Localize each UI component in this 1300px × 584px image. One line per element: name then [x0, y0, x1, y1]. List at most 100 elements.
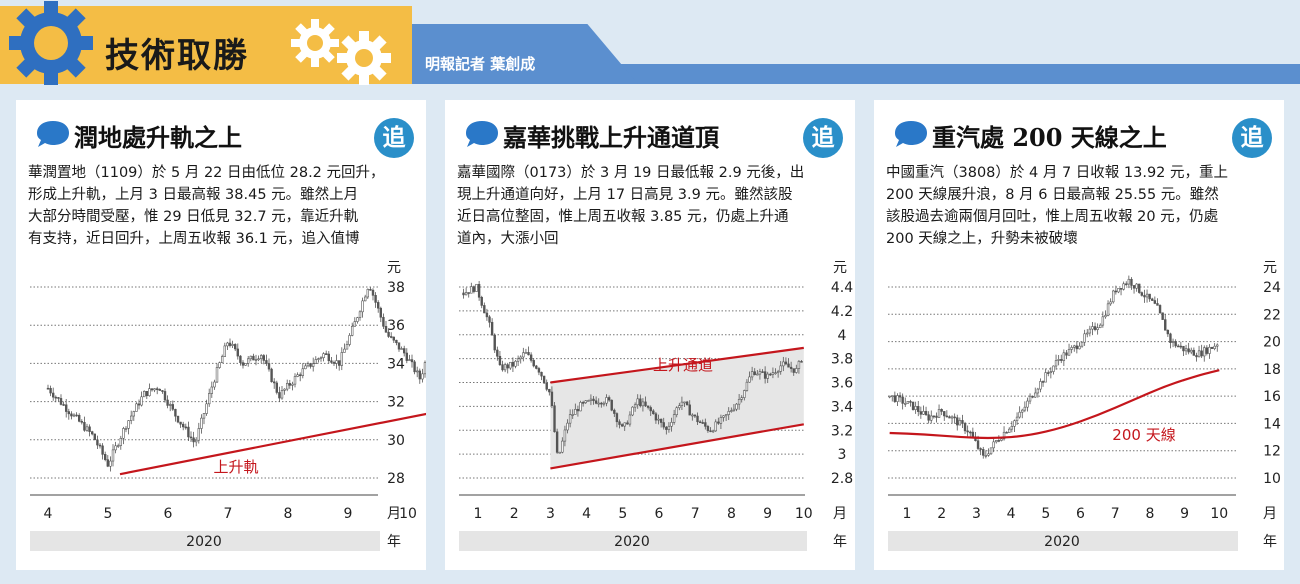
candle-body	[922, 411, 925, 415]
candle-body	[563, 429, 567, 442]
candle-body	[623, 422, 626, 427]
candle-body	[337, 360, 341, 366]
candle-body	[1169, 333, 1172, 343]
y-tick-label: 12	[1263, 444, 1281, 460]
article-body: 嘉華國際（0173）於 3 月 19 日最低報 2.9 元後，出 現上升通道向好…	[457, 162, 849, 250]
candle-body	[1031, 395, 1034, 398]
x-tick-label: 10	[1210, 506, 1228, 522]
candle-body	[464, 292, 468, 296]
candle-body	[696, 415, 699, 423]
candle-body	[265, 360, 268, 364]
candle-body	[421, 373, 424, 380]
candle-body	[979, 448, 982, 450]
candle-body	[797, 361, 801, 369]
x-tick-label: 4	[582, 506, 591, 522]
trend-line-label: 上升軌	[213, 458, 258, 476]
candle-body	[613, 409, 616, 414]
candle-body	[950, 416, 954, 419]
candle-body	[350, 326, 354, 336]
candle-body	[581, 402, 585, 404]
candle-body	[1145, 293, 1149, 298]
candle-body	[150, 388, 154, 391]
candle-body	[382, 316, 385, 327]
candle-body	[784, 361, 788, 365]
candle-body	[1205, 347, 1209, 354]
candle-body	[997, 440, 1001, 442]
candle-body	[932, 415, 936, 418]
candle-body	[189, 436, 193, 439]
y-tick-label: 34	[387, 356, 405, 372]
candle-body	[205, 403, 208, 414]
candle-body	[789, 366, 793, 369]
candle-body	[1182, 345, 1185, 352]
candle-body	[46, 387, 50, 390]
candle-body	[589, 398, 593, 401]
candle-body	[774, 372, 777, 374]
y-tick-label: 38	[387, 280, 405, 296]
candle-body	[223, 345, 226, 357]
candle-body	[995, 440, 998, 443]
candle-body	[693, 414, 697, 417]
candle-body	[75, 414, 78, 417]
candle-body	[1088, 328, 1092, 334]
x-tick-label: 2	[510, 506, 519, 522]
candle-body	[477, 283, 481, 298]
x-tick-label: 8	[1145, 506, 1154, 522]
article-panel: 嘉華挑戰上升通道頂 追 嘉華國際（0173）於 3 月 19 日最低報 2.9 …	[445, 100, 855, 570]
candle-body	[987, 453, 990, 456]
candle-body	[511, 361, 515, 367]
candle-body	[226, 342, 229, 347]
y-tick-label: 18	[1263, 362, 1281, 378]
candle-body	[254, 359, 258, 361]
candle-body	[891, 395, 894, 397]
trend-line	[550, 346, 804, 384]
header: 技術取勝 明報記者 葉創成	[0, 0, 1300, 90]
candle-body	[683, 401, 686, 404]
x-tick-label: 4	[44, 506, 53, 522]
candle-body	[644, 401, 647, 407]
candle-body	[917, 406, 920, 412]
x-tick-label: 3	[972, 506, 981, 522]
candle-body	[358, 311, 362, 318]
candle-body	[51, 392, 55, 398]
candle-body	[761, 371, 764, 373]
article-panel: 潤地處升軌之上 追 華潤置地（1109）於 5 月 22 日由低位 28.2 元…	[16, 100, 426, 570]
candle-body	[1018, 411, 1021, 418]
candle-body	[1080, 341, 1084, 347]
candle-body	[914, 406, 917, 410]
candle-body	[179, 421, 182, 425]
candle-body	[410, 359, 414, 363]
y-tick-label: 32	[387, 395, 405, 411]
candle-body	[363, 296, 367, 302]
candle-body	[971, 431, 975, 438]
candle-body	[646, 405, 650, 408]
candle-body	[904, 403, 907, 405]
year-bar	[888, 531, 1238, 551]
candle-body	[296, 374, 299, 377]
candle-body	[1127, 278, 1131, 285]
candle-body	[1166, 329, 1170, 335]
candle-body	[109, 460, 112, 467]
candle-body	[392, 336, 395, 341]
candle-body	[111, 449, 115, 462]
year-unit-label: 年	[387, 534, 401, 550]
candle-body	[1067, 349, 1071, 356]
body-line: 近日高位整固，惟上周五收報 3.85 元，仍處上升通	[457, 209, 789, 225]
body-line: 200 天線展升浪，8 月 6 日最高報 25.55 元。雖然	[886, 187, 1219, 203]
y-tick-label: 3.8	[831, 352, 853, 368]
candle-body	[898, 395, 902, 398]
candle-body	[1151, 298, 1154, 301]
candle-body	[514, 360, 517, 367]
candle-body	[771, 372, 775, 375]
candle-body	[62, 404, 65, 406]
y-tick-label: 16	[1263, 389, 1281, 405]
candle-body	[472, 286, 476, 292]
candle-body	[93, 433, 97, 441]
candle-body	[1073, 345, 1076, 348]
candle-body	[475, 283, 478, 292]
body-line: 有支持，近日回升，上周五收報 36.1 元，追入值博	[28, 231, 360, 247]
candle-body	[1130, 278, 1133, 286]
candle-body	[80, 421, 84, 423]
candle-body	[750, 371, 754, 378]
candle-body	[1039, 381, 1042, 390]
